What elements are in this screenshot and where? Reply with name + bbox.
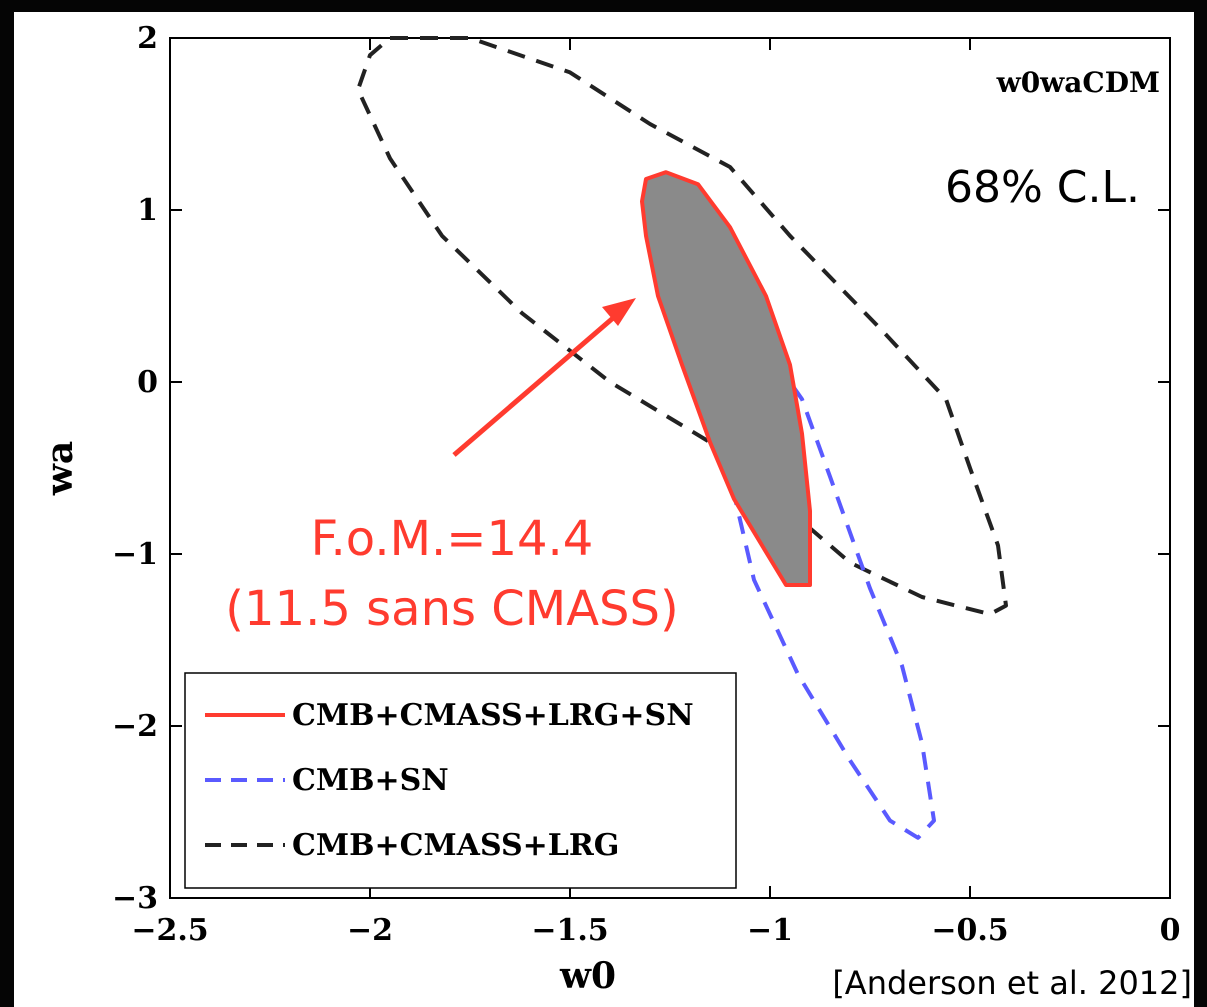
y-axis-label: wa	[39, 441, 81, 496]
y-tick-label: −1	[112, 537, 158, 572]
contour-layer	[356, 36, 1008, 840]
x-tick-label: −2	[347, 913, 393, 948]
x-axis-label-text: w0	[559, 955, 616, 997]
arrow-head	[602, 298, 636, 326]
sans-cmass-annotation: (11.5 sans CMASS)	[225, 581, 678, 637]
y-tick-label: −3	[112, 881, 158, 916]
legend: CMB+CMASS+LRG+SN CMB+SN CMB+CMASS+LRG	[184, 672, 737, 889]
model-label: w0waCDM	[996, 66, 1160, 99]
annotation-arrow	[452, 298, 636, 457]
y-tick-label: −2	[112, 709, 158, 744]
x-tick-label: −2.5	[131, 913, 208, 948]
legend-label: CMB+CMASS+LRG+SN	[292, 698, 694, 733]
y-tick-label: 2	[137, 21, 158, 56]
x-axis-label: w0	[559, 955, 616, 997]
x-tick-label: −1.5	[531, 913, 608, 948]
legend-label: CMB+SN	[292, 763, 449, 798]
y-axis-label-text: wa	[39, 441, 81, 496]
x-tick-label: 0	[1160, 913, 1181, 948]
arrow-shaft	[452, 310, 622, 457]
y-tick-label: 0	[137, 365, 158, 400]
x-tick-label: −0.5	[931, 913, 1008, 948]
legend-label: CMB+CMASS+LRG	[292, 828, 619, 863]
legend-box	[184, 672, 737, 889]
x-tick-label: −1	[747, 913, 793, 948]
axis-ticks: −2.5 −2 −1.5 −1 −0.5 0 −3 −2 −1 0 1 2	[112, 21, 1180, 948]
fom-annotation: F.o.M.=14.4	[311, 511, 594, 567]
y-tick-label: 1	[137, 193, 158, 228]
confidence-label: 68% C.L.	[945, 162, 1140, 213]
contour-cmb-cmass-lrg	[356, 36, 1008, 617]
contour-cmb-cmass-lrg-sn	[640, 170, 812, 587]
citation: [Anderson et al. 2012]	[832, 964, 1192, 1002]
